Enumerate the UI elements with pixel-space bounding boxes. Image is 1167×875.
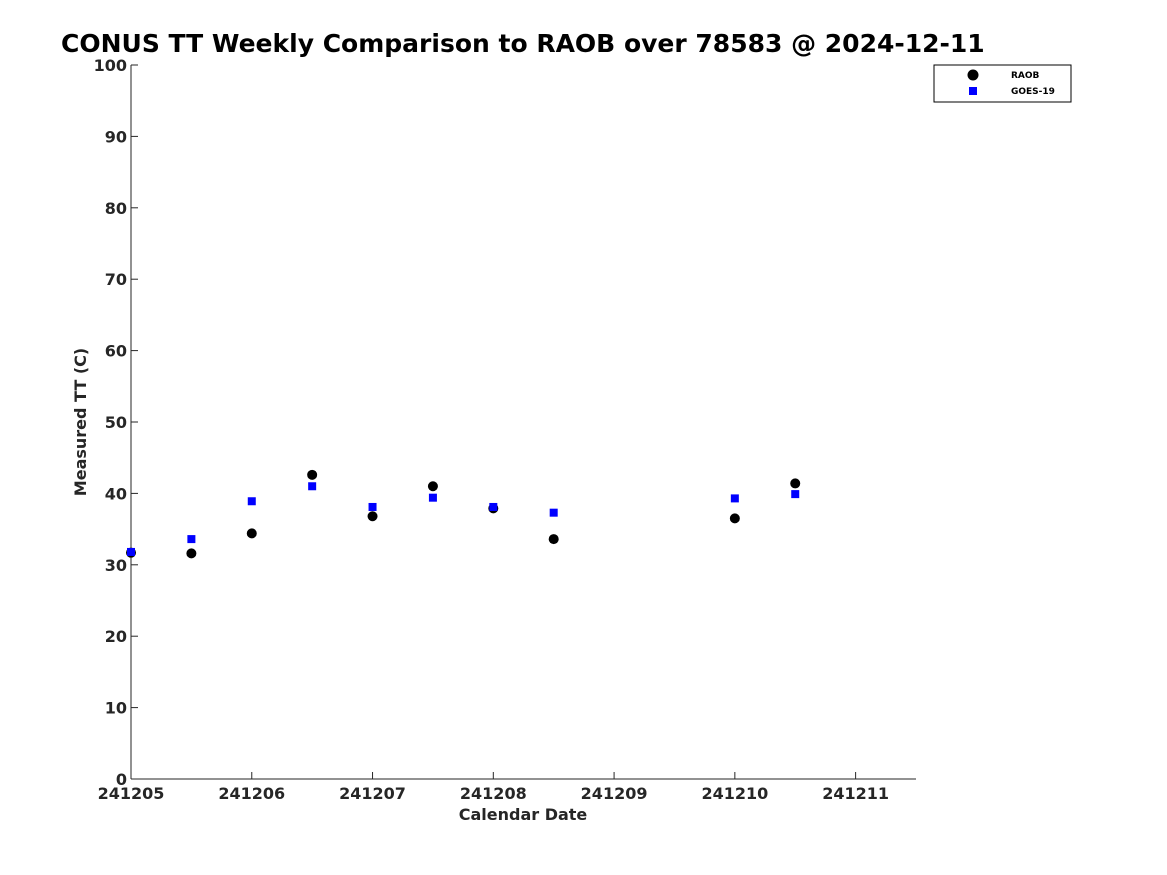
raob-point [246,528,257,539]
goes-19-point [247,497,256,506]
goes-19-point [187,535,196,544]
y-tick-label: 10 [105,699,127,718]
x-axis-ticks: 241205 241206 241207 241208 241209 241210 2412… [98,772,889,803]
raob-point [367,511,378,522]
legend: RAOB GOES-19 [933,64,1072,103]
goes-19-point [308,482,317,491]
goes-19-point [730,494,739,503]
y-tick-label: 70 [105,270,127,289]
y-tick-label: 50 [105,413,127,432]
x-tick-label: 241210 [701,784,768,803]
x-axis-label: Calendar Date [459,805,588,824]
goes-19-point [368,502,377,511]
chart-title: CONUS TT Weekly Comparison to RAOB over … [61,29,985,58]
goes-19-point [127,547,135,556]
y-axis-label: Measured TT (C) [71,348,90,496]
legend-label: RAOB [1011,71,1040,81]
raob-point [729,513,740,524]
legend-box [933,64,1072,103]
x-tick-label: 241205 [98,784,165,803]
y-tick-label: 80 [105,199,127,218]
series-goes-19 [127,482,800,556]
raob-point [307,469,318,480]
y-tick-label: 30 [105,556,127,575]
series-raob [126,469,801,559]
axes [130,65,916,780]
raob-point [548,534,559,545]
raob-point [790,478,801,489]
y-tick-label: 40 [105,484,127,503]
x-tick-label: 241206 [218,784,285,803]
y-tick-label: 0 [116,770,127,789]
raob-point [186,548,197,559]
y-tick-label: 100 [94,56,127,75]
data-points [126,469,801,559]
legend-label: GOES-19 [1011,87,1055,97]
goes-19-point [428,493,437,502]
y-tick-label: 60 [105,342,127,361]
goes-19-point [791,490,800,499]
x-tick-label: 241208 [460,784,527,803]
goes-19-point [489,502,498,511]
raob-point [427,481,438,492]
y-tick-label: 20 [105,627,127,646]
legend-raob-marker [967,69,979,81]
x-tick-label: 241207 [339,784,406,803]
y-axis-ticks: 0 10 20 30 40 50 60 70 80 90 100 [94,56,138,789]
legend-goes-19-marker [969,87,977,95]
y-tick-label: 90 [105,127,127,146]
x-tick-label: 241209 [581,784,648,803]
goes-19-point [549,508,558,517]
x-tick-label: 241211 [822,784,889,803]
